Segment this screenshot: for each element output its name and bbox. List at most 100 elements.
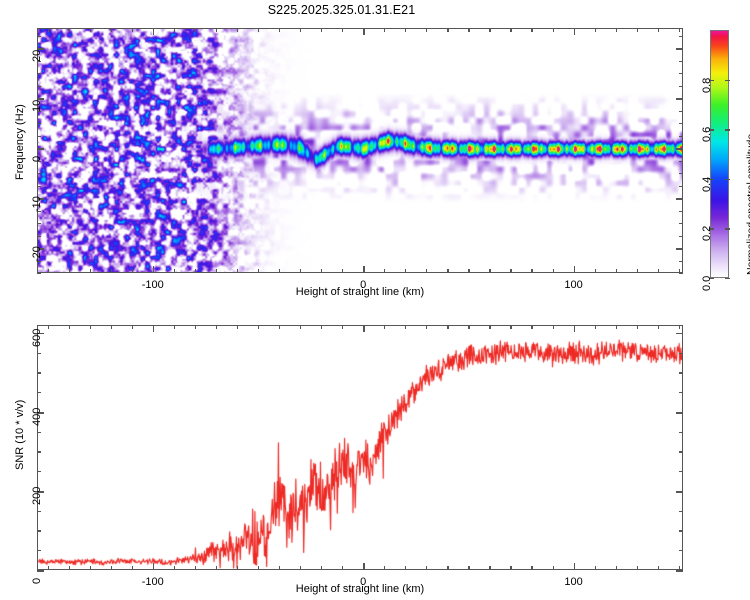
axis-tick <box>679 60 683 62</box>
axis-tick <box>278 28 281 32</box>
axis-tick <box>37 223 41 225</box>
axis-tick <box>615 325 617 329</box>
axis-tick <box>152 28 155 35</box>
axis-tick <box>173 28 175 32</box>
tick-label: 600 <box>31 328 43 347</box>
axis-tick <box>278 269 281 273</box>
axis-tick <box>47 566 49 570</box>
axis-tick <box>468 325 470 329</box>
axis-tick <box>37 185 41 187</box>
axis-tick <box>679 273 683 275</box>
axis-tick <box>194 325 196 329</box>
tick-label: 0 <box>31 155 43 162</box>
axis-tick <box>531 566 533 570</box>
axis-tick <box>37 160 41 162</box>
axis-tick <box>709 79 714 81</box>
axis-tick <box>594 28 596 32</box>
tick-label: 20 <box>31 49 43 62</box>
axis-tick <box>676 490 683 493</box>
spectrogram-ylabel: Frequency (Hz) <box>14 104 26 180</box>
axis-tick <box>257 269 260 273</box>
spectrogram-image <box>38 29 682 272</box>
axis-tick <box>615 28 617 32</box>
axis-tick <box>679 392 683 394</box>
snr-line-plot <box>38 326 682 569</box>
axis-tick <box>679 431 683 433</box>
axis-tick <box>37 332 44 335</box>
axis-tick <box>37 510 41 512</box>
axis-tick <box>679 185 683 187</box>
axis-tick <box>173 566 175 570</box>
axis-tick <box>384 566 386 570</box>
tick-label: -20 <box>31 246 43 262</box>
colorbar-label: Normalized spectral amplitude <box>745 133 750 275</box>
axis-tick <box>37 110 41 112</box>
axis-tick <box>194 28 196 32</box>
axis-tick <box>37 198 44 200</box>
axis-tick <box>37 471 41 473</box>
axis-tick <box>37 135 41 137</box>
axis-tick <box>709 278 714 280</box>
axis-tick <box>110 566 112 570</box>
axis-tick <box>678 269 680 273</box>
axis-tick <box>676 98 683 100</box>
axis-tick <box>110 28 112 32</box>
axis-tick <box>37 48 44 50</box>
axis-tick <box>552 566 554 570</box>
axis-tick <box>47 269 49 273</box>
axis-tick <box>552 325 554 329</box>
axis-tick <box>426 269 428 273</box>
axis-tick <box>37 550 41 552</box>
axis-tick <box>510 566 512 570</box>
axis-tick <box>152 266 155 273</box>
axis-tick <box>363 28 365 35</box>
axis-tick <box>676 411 683 414</box>
axis-tick <box>679 372 683 374</box>
axis-tick <box>531 325 533 329</box>
axis-tick <box>594 269 596 273</box>
axis-tick <box>552 28 554 32</box>
axis-tick <box>89 269 91 273</box>
axis-tick <box>676 198 683 200</box>
axis-tick <box>676 48 683 50</box>
axis-tick <box>636 325 638 329</box>
axis-tick <box>679 73 683 75</box>
axis-tick <box>676 248 683 250</box>
axis-tick <box>679 530 683 532</box>
axis-tick <box>594 325 596 329</box>
axis-tick <box>300 566 302 570</box>
axis-tick <box>37 35 41 37</box>
axis-tick <box>89 28 91 32</box>
axis-tick <box>37 530 41 532</box>
axis-tick <box>679 123 683 125</box>
spectrogram-xlabel: Height of straight line (km) <box>295 286 425 298</box>
colorbar <box>710 30 729 278</box>
colorbar-gradient <box>711 31 728 277</box>
axis-tick <box>657 28 659 32</box>
axis-tick <box>678 28 680 32</box>
axis-tick <box>573 266 576 273</box>
axis-tick <box>300 28 302 32</box>
axis-tick <box>37 392 41 394</box>
axis-tick <box>236 269 239 273</box>
axis-tick <box>489 566 491 570</box>
axis-tick <box>657 566 659 570</box>
axis-tick <box>236 566 239 570</box>
page-title: S225.2025.325.01.31.E21 <box>267 3 416 17</box>
axis-tick <box>679 352 683 354</box>
tick-label: 0 <box>360 279 367 291</box>
axis-tick <box>37 570 44 572</box>
axis-tick <box>37 235 41 237</box>
axis-tick <box>679 210 683 212</box>
axis-tick <box>37 490 44 493</box>
axis-tick <box>405 325 407 329</box>
axis-tick <box>594 566 596 570</box>
axis-tick <box>37 248 44 250</box>
axis-tick <box>679 451 683 453</box>
tick-label: 0.4 <box>701 176 713 192</box>
axis-tick <box>321 325 323 329</box>
axis-tick <box>709 178 714 181</box>
axis-tick <box>257 566 260 570</box>
axis-tick <box>215 269 218 273</box>
axis-tick <box>447 269 449 273</box>
